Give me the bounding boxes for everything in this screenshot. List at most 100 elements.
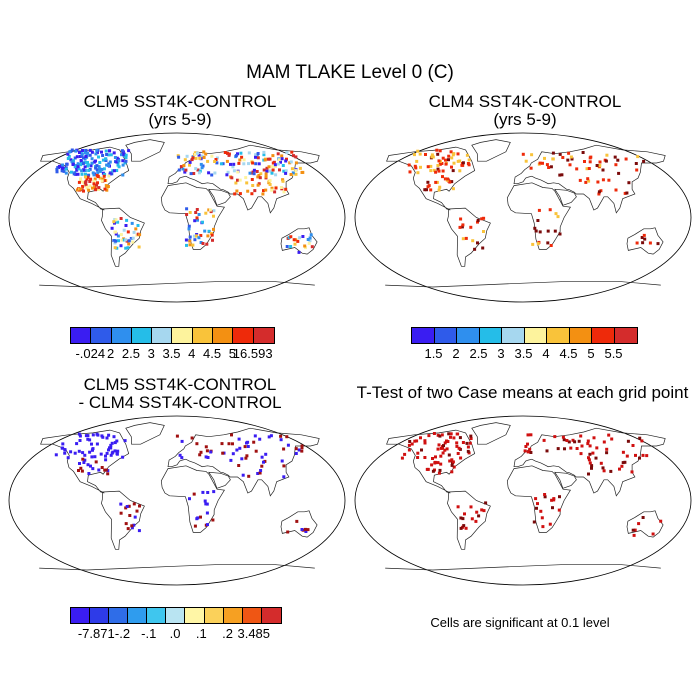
lake-cell [602,440,606,444]
lake-cell [113,246,117,250]
lake-cell [204,455,208,459]
lake-cell [284,159,288,163]
lake-cell [108,160,112,164]
lake-cell [584,180,588,184]
colorbar-tick-label: -.2 [114,626,131,641]
lake-cell [640,236,644,239]
lake-cell [276,152,280,156]
lake-cell [461,517,465,521]
lake-cell [282,190,286,194]
lake-cell [107,433,111,437]
lake-cell [212,227,215,231]
lake-cell [442,444,445,448]
lake-cell [82,461,86,464]
lake-cell [76,165,80,169]
lake-cell [415,439,419,443]
lake-cell [120,149,124,153]
lake-cell [538,161,542,165]
lake-cell [201,220,204,224]
lake-cell [448,459,452,463]
lake-cell [575,447,579,450]
lake-cell [461,163,465,167]
lake-cell [195,216,199,220]
lake-cell [77,187,81,191]
lake-cell [201,164,205,168]
colorbar-swatch [172,328,193,343]
lake-cell [110,451,114,455]
lake-cell [122,228,126,232]
colorbar-tick-label: 4.5 [203,346,222,361]
lake-cell [97,188,101,191]
lake-cell [180,456,184,460]
lake-cell [267,165,271,169]
lake-cell [556,447,560,451]
colorbar-swatch [261,608,281,623]
lake-cell [66,157,70,160]
lake-cell [83,458,87,462]
lake-cell [91,447,95,451]
colorbar-swatch [152,328,173,343]
lake-cell [418,152,422,156]
lake-cell [203,499,207,503]
lake-cell [188,497,191,501]
lake-cell [614,163,618,167]
lake-cell [92,179,96,183]
lake-cell [286,530,290,534]
lake-cell [466,449,470,453]
lake-cell [456,152,460,156]
lake-cell [459,456,463,460]
lake-cell [268,157,272,161]
lake-cell [461,223,465,227]
lake-cell [136,224,140,227]
lake-cell [236,178,239,182]
lake-cell [416,456,420,459]
lake-cell [290,150,294,154]
colorbar-swatch [71,328,92,343]
lake-cell [64,171,68,175]
lake-cell [289,160,293,164]
lake-cell [95,148,99,152]
colorbar-swatch [71,608,91,623]
lake-cell [540,516,544,520]
lake-cell [276,162,280,166]
coastline-greenland [125,422,165,445]
lake-cell [526,442,529,446]
lake-cell [426,165,430,169]
lake-cell [607,178,611,182]
lake-cell [231,165,235,169]
colorbar-tick-label: .0 [169,626,181,641]
lake-cell [193,152,197,156]
lake-cell [635,241,639,245]
colorbar-tick-label: -.024 [75,346,106,361]
lake-cell [73,165,77,169]
lake-cell [94,166,98,170]
lake-cell [264,172,268,176]
lake-cell [184,168,188,172]
lake-cell [56,166,60,170]
lake-cell [586,442,590,446]
lake-cell [546,229,550,233]
lake-cell [123,439,127,443]
lake-cell [543,156,546,160]
lake-cell [188,239,192,243]
colorbar-swatch [131,328,153,343]
lake-cell [109,453,113,457]
colorbar-tick-label: 4 [542,346,550,361]
panel-title-ttest-line1: T-Test of two Case means at each grid po… [356,383,689,402]
lake-cell [549,165,553,169]
lake-cell [470,517,474,521]
lake-cell [83,181,87,185]
lake-cell [436,164,440,167]
lake-cell [74,149,78,153]
lake-cell [125,505,129,508]
panel-title-ttest: T-Test of two Case means at each grid po… [345,384,700,402]
lake-cell [207,208,211,212]
lake-cell [84,172,87,176]
lake-cell [208,208,212,212]
lake-cell [95,164,99,168]
lake-cell [78,439,82,442]
lake-cell [550,498,554,502]
lake-cell [433,461,437,465]
panel-title-diff-line2: - CLM4 SST4K-CONTROL [78,393,282,412]
lake-cell [529,166,533,170]
